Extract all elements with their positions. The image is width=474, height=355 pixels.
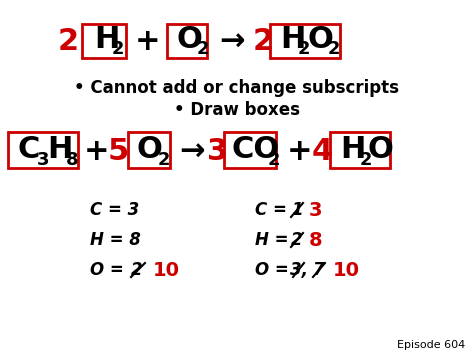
Text: Episode 604: Episode 604	[397, 340, 465, 350]
Text: 4: 4	[311, 137, 333, 166]
Text: 2: 2	[57, 27, 79, 56]
Bar	[224, 132, 276, 168]
Text: 2: 2	[268, 151, 281, 169]
Bar	[128, 132, 170, 168]
Text: 1: 1	[291, 201, 303, 219]
Text: 3: 3	[208, 137, 228, 166]
Text: 7: 7	[313, 261, 325, 279]
Text: H: H	[94, 26, 119, 55]
Text: 8: 8	[66, 151, 79, 169]
Text: H: H	[280, 26, 305, 55]
Text: H: H	[47, 136, 73, 164]
Bar	[330, 132, 390, 168]
Text: 2: 2	[131, 261, 143, 279]
Bar	[8, 132, 78, 168]
Text: CO: CO	[232, 136, 280, 164]
Text: 2: 2	[360, 151, 373, 169]
Text: 10: 10	[153, 261, 180, 279]
Text: H: H	[340, 136, 365, 164]
Text: 8: 8	[309, 230, 323, 250]
Bar	[82, 24, 126, 58]
Text: 2: 2	[291, 231, 303, 249]
Text: →: →	[179, 137, 205, 166]
Text: 2: 2	[112, 40, 125, 58]
Text: O =: O =	[90, 261, 129, 279]
Text: C: C	[18, 136, 40, 164]
Text: +: +	[287, 137, 313, 166]
Text: +: +	[135, 27, 161, 56]
Bar	[270, 24, 340, 58]
Text: 3: 3	[309, 201, 322, 219]
Text: O: O	[368, 136, 394, 164]
Text: 2: 2	[298, 40, 310, 58]
Text: O: O	[177, 26, 203, 55]
Text: O =: O =	[255, 261, 294, 279]
Text: • Cannot add or change subscripts: • Cannot add or change subscripts	[74, 79, 400, 97]
Text: H =: H =	[255, 231, 294, 249]
Text: 5: 5	[108, 137, 128, 166]
Text: 2: 2	[158, 151, 171, 169]
Text: • Draw boxes: • Draw boxes	[174, 101, 300, 119]
Text: →: →	[219, 27, 245, 56]
Text: +: +	[84, 137, 110, 166]
Text: 3: 3	[37, 151, 49, 169]
Text: O: O	[308, 26, 334, 55]
Text: 2: 2	[253, 27, 273, 56]
Text: C =: C =	[255, 201, 292, 219]
Text: 3,: 3,	[290, 261, 308, 279]
Bar	[167, 24, 207, 58]
Text: 2: 2	[197, 40, 210, 58]
Text: 10: 10	[333, 261, 360, 279]
Text: H = 8: H = 8	[90, 231, 141, 249]
Text: C = 3: C = 3	[90, 201, 139, 219]
Text: 2: 2	[328, 40, 340, 58]
Text: O: O	[137, 136, 163, 164]
